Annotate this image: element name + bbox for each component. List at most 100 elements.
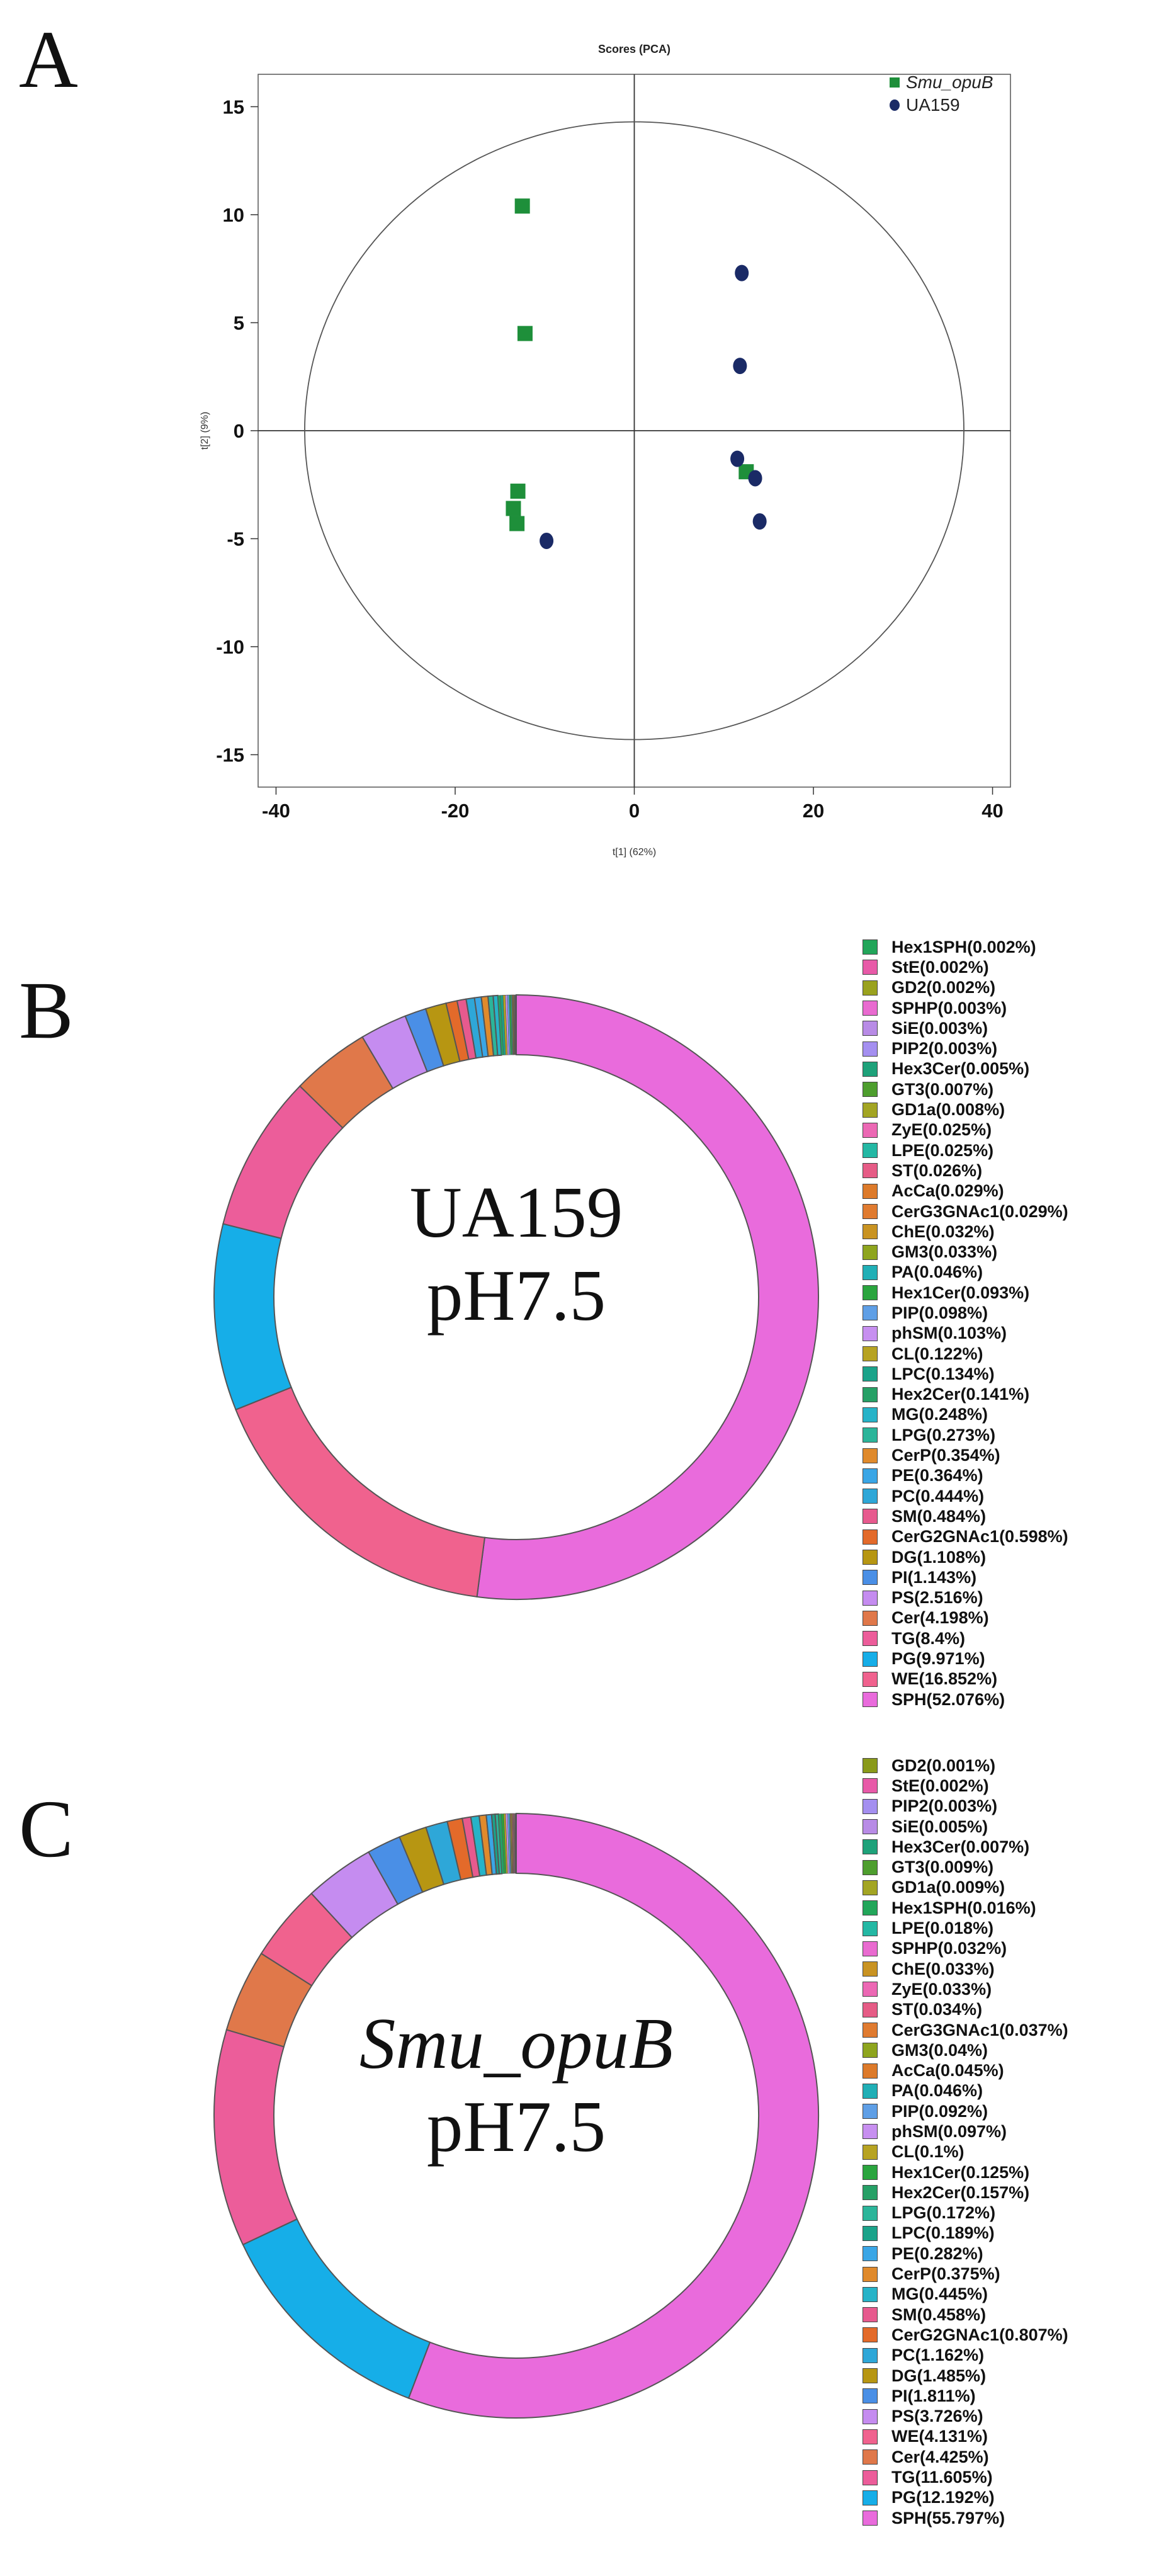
ua159-slice	[476, 994, 819, 1600]
y-tick-label: -5	[227, 528, 244, 550]
smu-opub-legend-item: GT3(0.009%)	[863, 1857, 1068, 1877]
ua159-legend-label: PG(9.971%)	[891, 1649, 985, 1669]
smu-opub-legend-item: LPE(0.018%)	[863, 1918, 1068, 1938]
ua159-legend-item: CerG2GNAc1(0.598%)	[863, 1527, 1068, 1547]
smu-opub-legend-label: DG(1.485%)	[891, 2366, 987, 2385]
smu-opub-legend-swatch	[863, 2063, 878, 2079]
ua159-legend-item: LPE(0.025%)	[863, 1140, 1068, 1160]
smu-opub-legend-swatch	[863, 1900, 878, 1916]
smu-opub-legend-item: ChE(0.033%)	[863, 1959, 1068, 1979]
smu-opub-slice	[242, 2218, 431, 2399]
ua159-legend-item: AcCa(0.029%)	[863, 1181, 1068, 1201]
smu-opub-legend-item: Cer(4.425%)	[863, 2447, 1068, 2467]
ua159-legend-swatch	[863, 1631, 878, 1647]
smu-opub-legend-item: GD1a(0.009%)	[863, 1878, 1068, 1898]
smu-opub-legend-item: MG(0.445%)	[863, 2284, 1068, 2305]
ua159-legend-item: PIP2(0.003%)	[863, 1038, 1068, 1058]
ua159-center-label: UA159 pH7.5	[359, 1171, 674, 1338]
smu-opub-legend-label: PS(3.726%)	[891, 2407, 983, 2426]
score-point-smu-opub	[514, 198, 530, 214]
smu-opub-legend-item: TG(11.605%)	[863, 2467, 1068, 2487]
smu-opub-legend-label: SM(0.458%)	[891, 2305, 987, 2324]
smu-opub-legend-label: StE(0.002%)	[891, 1776, 989, 1795]
ua159-legend-swatch	[863, 960, 878, 975]
smu-opub-legend-label: PIP2(0.003%)	[891, 1796, 998, 1816]
smu-opub-center-ph: pH7.5	[426, 2087, 606, 2167]
smu-opub-legend-swatch	[863, 2246, 878, 2262]
ua159-legend-label: ZyE(0.025%)	[891, 1120, 992, 1140]
ua159-legend-label: GM3(0.033%)	[891, 1242, 998, 1262]
smu-opub-legend-label: MG(0.445%)	[891, 2284, 988, 2304]
ua159-legend-item: Hex2Cer(0.141%)	[863, 1385, 1068, 1405]
smu-opub-legend-label: PA(0.046%)	[891, 2081, 983, 2101]
score-point-ua159	[730, 450, 745, 467]
smu-opub-donut-chart	[213, 1812, 819, 2419]
ua159-legend-label: GD1a(0.008%)	[891, 1100, 1005, 1120]
smu-opub-legend-swatch	[863, 1839, 878, 1855]
ua159-legend-swatch	[863, 1163, 878, 1179]
ua159-legend-swatch	[863, 1204, 878, 1219]
ua159-legend-label: GT3(0.007%)	[891, 1079, 994, 1099]
ua159-legend-label: CerG3GNAc1(0.029%)	[891, 1201, 1068, 1221]
ua159-legend-swatch	[863, 1305, 878, 1321]
score-point-smu-opub	[509, 516, 525, 531]
ua159-legend-label: Hex2Cer(0.141%)	[891, 1385, 1030, 1404]
ua159-legend-label: DG(1.108%)	[891, 1547, 987, 1567]
smu-opub-legend-item: PC(1.162%)	[863, 2346, 1068, 2366]
ua159-legend-swatch	[863, 1082, 878, 1098]
ua159-legend-swatch	[863, 1671, 878, 1687]
smu-opub-legend-item: LPC(0.189%)	[863, 2223, 1068, 2244]
smu-opub-legend-swatch	[863, 2205, 878, 2221]
smu-opub-legend-label: ChE(0.033%)	[891, 1959, 995, 1978]
ua159-legend-label: PC(0.444%)	[891, 1486, 985, 1506]
ua159-legend-label: CL(0.122%)	[891, 1344, 983, 1363]
ua159-legend-swatch	[863, 1122, 878, 1138]
ua159-legend-label: LPG(0.273%)	[891, 1425, 996, 1444]
ua159-legend-item: TG(8.4%)	[863, 1628, 1068, 1648]
ua159-legend-swatch	[863, 1244, 878, 1260]
smu-opub-legend-label: GT3(0.009%)	[891, 1858, 994, 1877]
smu-opub-legend-label: AcCa(0.045%)	[891, 2061, 1004, 2080]
ua159-legend-swatch	[863, 1489, 878, 1504]
ua159-legend-swatch	[863, 980, 878, 996]
smu-opub-legend-label: PE(0.282%)	[891, 2244, 983, 2263]
legend-marker-ua159	[890, 99, 900, 111]
smu-opub-center-label: Smu_opuB pH7.5	[327, 2002, 705, 2169]
y-tick-label: -15	[216, 744, 244, 766]
ua159-legend-swatch	[863, 1651, 878, 1667]
smu-opub-legend-swatch	[863, 2347, 878, 2363]
smu-opub-legend-swatch	[863, 1982, 878, 1997]
smu-opub-legend-item: Hex1Cer(0.125%)	[863, 2162, 1068, 2182]
score-point-ua159	[752, 513, 767, 530]
smu-opub-legend-swatch	[863, 2266, 878, 2282]
ua159-legend-label: PI(1.143%)	[891, 1567, 977, 1587]
ua159-legend-swatch	[863, 1041, 878, 1057]
smu-opub-legend-item: PI(1.811%)	[863, 2386, 1068, 2406]
smu-opub-legend-swatch	[863, 2165, 878, 2181]
ua159-legend-swatch	[863, 1325, 878, 1341]
ua159-legend-item: MG(0.248%)	[863, 1405, 1068, 1425]
smu-opub-legend-item: SiE(0.005%)	[863, 1817, 1068, 1837]
ua159-legend-swatch	[863, 1448, 878, 1463]
smu-opub-legend-swatch	[863, 2286, 878, 2302]
ua159-legend-swatch	[863, 1427, 878, 1443]
smu-opub-legend-swatch	[863, 1758, 878, 1774]
ua159-legend-item: PIP(0.098%)	[863, 1303, 1068, 1323]
ua159-legend-item: GD2(0.002%)	[863, 978, 1068, 998]
smu-opub-legend-label: PC(1.162%)	[891, 2346, 985, 2365]
smu-opub-legend-label: Cer(4.425%)	[891, 2447, 989, 2466]
ua159-legend-swatch	[863, 1264, 878, 1280]
ua159-legend-item: CerG3GNAc1(0.029%)	[863, 1201, 1068, 1222]
smu-opub-legend-label: PG(12.192%)	[891, 2488, 995, 2507]
ua159-legend-label: SPH(52.076%)	[891, 1689, 1005, 1709]
ua159-center-strain: UA159	[409, 1172, 623, 1252]
smu-opub-legend-swatch	[863, 2368, 878, 2384]
score-point-ua159	[540, 532, 554, 549]
ua159-legend-swatch	[863, 1001, 878, 1016]
score-point-ua159	[735, 264, 749, 281]
ua159-legend-swatch	[863, 1590, 878, 1606]
ua159-legend-swatch	[863, 1143, 878, 1159]
ua159-legend-swatch	[863, 1550, 878, 1565]
ua159-legend-swatch	[863, 939, 878, 955]
ua159-legend-swatch	[863, 1570, 878, 1586]
